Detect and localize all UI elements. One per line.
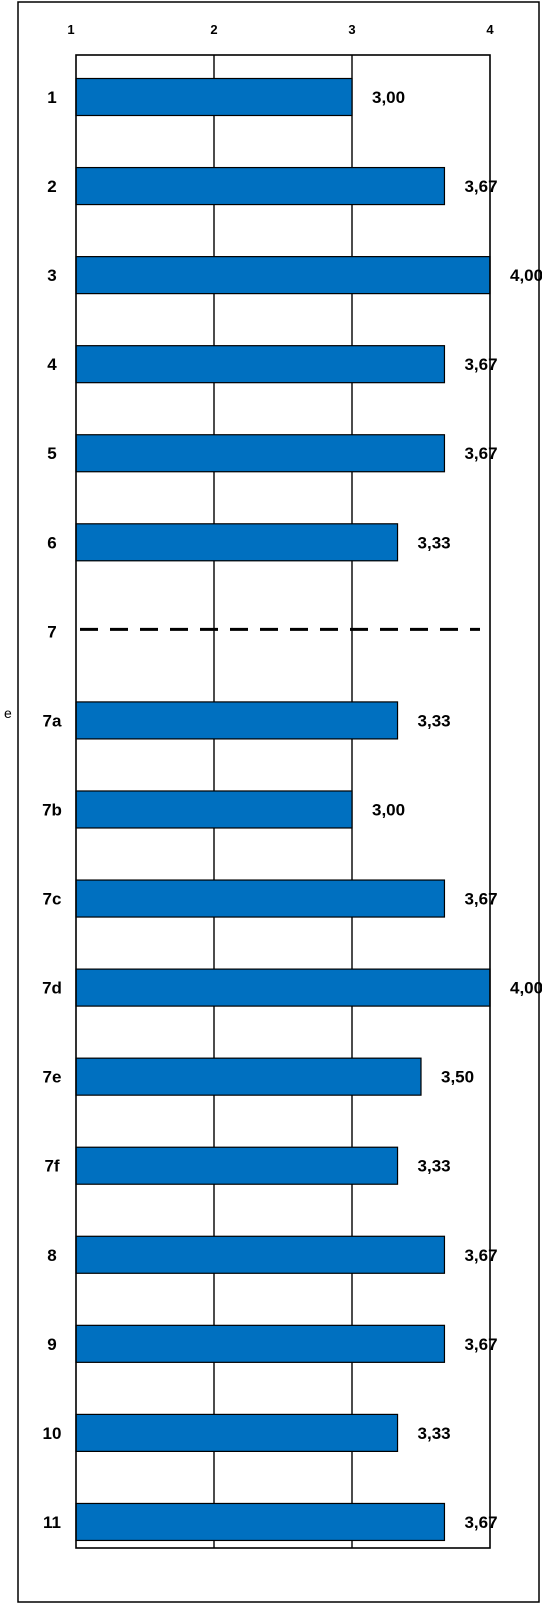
side-label: e <box>4 705 12 721</box>
value-label: 3,67 <box>464 444 497 463</box>
value-label: 3,67 <box>464 1513 497 1532</box>
category-label: 7b <box>42 800 62 819</box>
plot-area-border <box>75 54 491 1549</box>
category-label: 7d <box>42 979 62 998</box>
category-label: 7f <box>44 1157 59 1176</box>
bar <box>75 968 491 1007</box>
bar <box>75 523 399 562</box>
category-label: 9 <box>47 1335 56 1354</box>
value-label: 3,50 <box>441 1068 474 1087</box>
category-label: 1 <box>47 88 56 107</box>
value-label: 3,67 <box>464 890 497 909</box>
value-label: 3,67 <box>464 1246 497 1265</box>
category-label: 7c <box>43 890 62 909</box>
category-label: 8 <box>47 1246 56 1265</box>
category-label: 7e <box>43 1068 62 1087</box>
value-label: 3,67 <box>464 177 497 196</box>
x-tick-label: 1 <box>67 22 74 37</box>
category-label: 7a <box>43 711 62 730</box>
bar <box>75 1502 446 1542</box>
x-tick-label: 4 <box>486 22 494 37</box>
bar <box>75 77 353 117</box>
bar <box>75 701 399 740</box>
bar <box>75 1057 422 1096</box>
axis: 1 2 3 4 <box>67 22 494 1549</box>
category-label: 10 <box>43 1424 62 1443</box>
category-label: 4 <box>47 355 57 374</box>
value-label: 3,33 <box>418 711 451 730</box>
bar <box>75 1235 446 1274</box>
category-label: 6 <box>47 533 56 552</box>
bar <box>75 1413 399 1453</box>
bar <box>75 345 446 384</box>
category-label: 3 <box>47 266 56 285</box>
bars <box>75 77 491 1542</box>
category-label: 5 <box>47 444 56 463</box>
value-label: 3,00 <box>372 800 405 819</box>
category-label: 11 <box>43 1513 61 1532</box>
value-label: 3,00 <box>372 88 405 107</box>
value-label: 3,67 <box>464 1335 497 1354</box>
value-label: 3,33 <box>418 1424 451 1443</box>
value-label: 4,00 <box>510 266 542 285</box>
category-label: 7 <box>47 622 56 641</box>
value-label: 3,33 <box>418 1157 451 1176</box>
bar <box>75 790 353 829</box>
value-label: 3,33 <box>418 533 451 552</box>
bar <box>75 166 446 206</box>
value-label: 4,00 <box>510 979 542 998</box>
bar <box>75 1324 446 1363</box>
category-label: 2 <box>47 177 56 196</box>
x-tick-label: 2 <box>210 22 217 37</box>
bar <box>75 879 446 918</box>
x-tick-label: 3 <box>348 22 355 37</box>
bar <box>75 434 446 473</box>
bar <box>75 1146 399 1185</box>
bar <box>75 256 491 295</box>
outer-frame <box>17 1 540 1603</box>
value-label: 3,67 <box>464 355 497 374</box>
labels: 1 3,00 2 3,67 3 4,00 4 3,67 5 3,67 6 3,33 7 7a 3,33 7b 3… <box>42 88 542 1532</box>
